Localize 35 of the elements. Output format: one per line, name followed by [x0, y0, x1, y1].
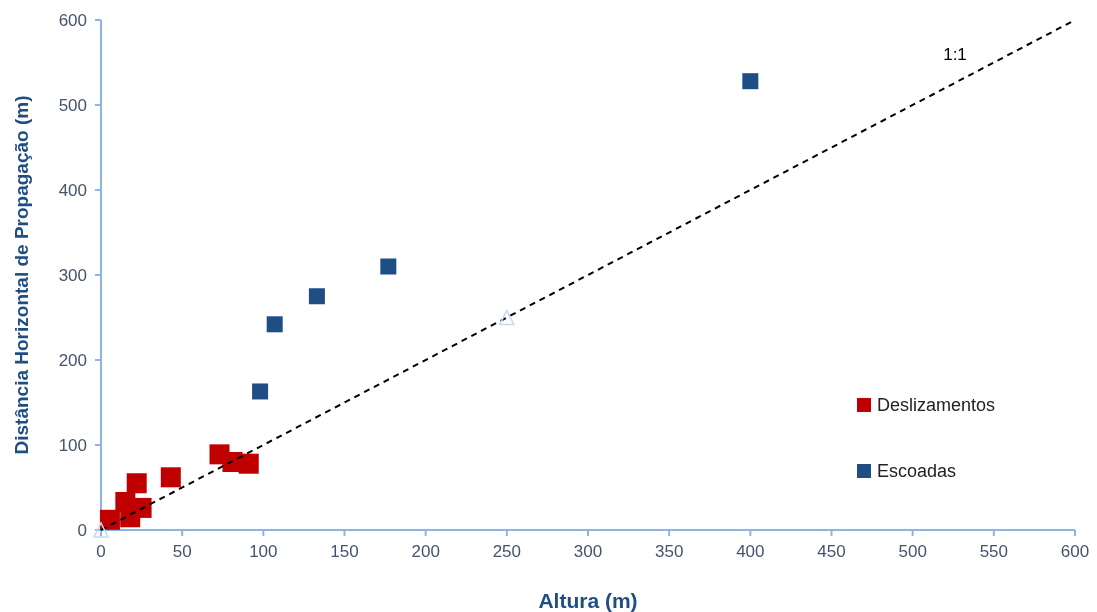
- y-tick-label: 200: [58, 351, 87, 370]
- point: [380, 258, 397, 275]
- x-tick-label: 0: [96, 542, 106, 561]
- x-tick-label: 150: [330, 542, 359, 561]
- y-tick-label: 300: [58, 266, 87, 285]
- point: [252, 383, 269, 400]
- x-tick-label: 500: [898, 542, 927, 561]
- x-tick-label: 200: [411, 542, 440, 561]
- point: [160, 467, 181, 488]
- legend-label: Escoadas: [877, 461, 957, 481]
- point: [266, 316, 283, 333]
- point: [93, 522, 109, 538]
- point: [742, 73, 759, 90]
- point: [238, 453, 259, 474]
- x-tick-label: 50: [172, 542, 192, 561]
- y-tick-label: 500: [58, 96, 87, 115]
- y-tick-label: 0: [77, 521, 87, 540]
- point: [126, 473, 147, 494]
- x-tick-label: 450: [817, 542, 846, 561]
- point: [499, 309, 515, 326]
- x-axis-title: Altura (m): [538, 589, 638, 612]
- x-tick-label: 600: [1060, 542, 1090, 561]
- y-tick-label: 100: [58, 436, 87, 455]
- x-tick-label: 100: [249, 542, 278, 561]
- x-tick-label: 300: [573, 542, 603, 561]
- legend-label: Deslizamentos: [877, 395, 996, 415]
- point: [308, 288, 325, 305]
- y-tick-label: 600: [58, 11, 87, 30]
- y-tick-label: 400: [58, 181, 87, 200]
- x-tick-label: 250: [492, 542, 522, 561]
- x-tick-label: 350: [654, 542, 684, 561]
- x-tick-label: 400: [736, 542, 765, 561]
- x-tick-label: 550: [979, 542, 1009, 561]
- annotation: 1:1: [943, 45, 967, 64]
- y-axis-title: Distância Horizontal de Propagação (m): [11, 95, 32, 455]
